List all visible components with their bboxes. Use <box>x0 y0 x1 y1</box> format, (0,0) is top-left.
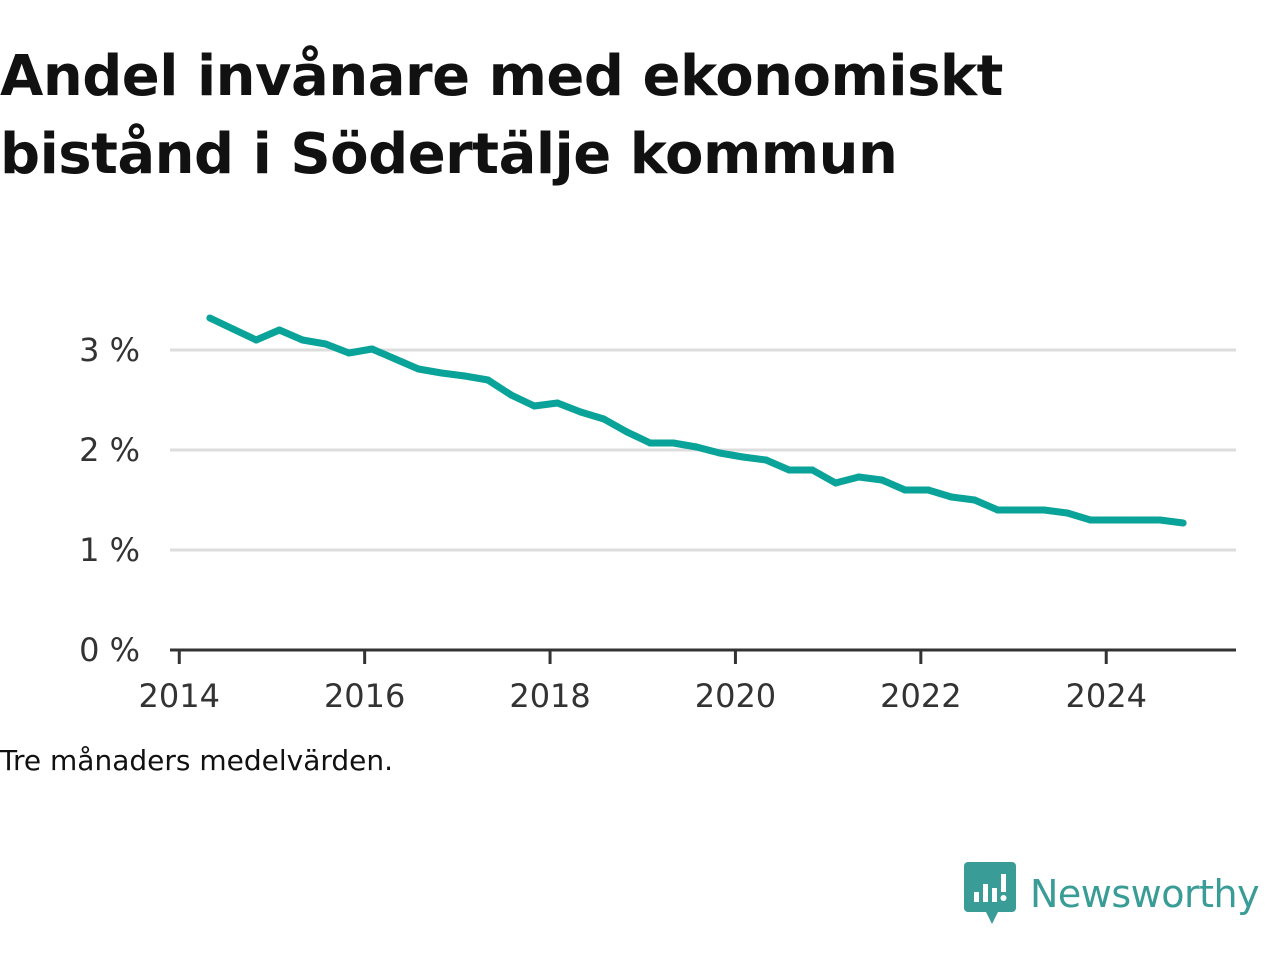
data-point <box>507 391 515 399</box>
x-tick-label: 2018 <box>509 677 590 715</box>
chart-note: Tre månaders medelvärden. <box>0 744 394 777</box>
data-point <box>646 439 654 447</box>
data-point <box>438 369 446 377</box>
data-point <box>206 314 214 322</box>
data-point <box>1133 516 1141 524</box>
data-point <box>1179 519 1187 527</box>
data-point <box>461 372 469 380</box>
x-axis-ticks: 2014 2016 2018 2020 2022 2024 <box>139 650 1147 715</box>
data-point <box>322 340 330 348</box>
data-point <box>855 473 863 481</box>
data-point <box>345 349 353 357</box>
newsworthy-brand: Newsworthy <box>964 862 1260 926</box>
data-point <box>924 486 932 494</box>
data-point <box>484 376 492 384</box>
data-point <box>252 336 260 344</box>
data-point <box>971 496 979 504</box>
data-point <box>530 402 538 410</box>
data-point <box>716 449 724 457</box>
x-tick-label: 2014 <box>139 677 220 715</box>
data-point <box>901 486 909 494</box>
data-point <box>808 466 816 474</box>
data-point <box>577 408 585 416</box>
data-point <box>553 399 561 407</box>
data-point <box>994 506 1002 514</box>
data-point <box>832 479 840 487</box>
data-point <box>600 415 608 423</box>
y-tick-label: 1 % <box>79 531 140 569</box>
data-point <box>1063 509 1071 517</box>
data-point <box>414 365 422 373</box>
data-point <box>762 456 770 464</box>
x-tick-label: 2024 <box>1066 677 1147 715</box>
x-tick-label: 2020 <box>695 677 776 715</box>
data-point <box>275 326 283 334</box>
data-point <box>693 443 701 451</box>
data-point <box>368 345 376 353</box>
data-point <box>391 355 399 363</box>
newsworthy-logo-icon <box>964 862 1016 924</box>
data-point <box>1040 506 1048 514</box>
data-point <box>1017 506 1025 514</box>
brand-name: Newsworthy <box>1030 872 1260 916</box>
chart-title: Andel invånare med ekonomiskt bistånd i … <box>0 44 1003 187</box>
y-tick-label: 2 % <box>79 431 140 469</box>
x-tick-label: 2016 <box>324 677 405 715</box>
data-point <box>623 428 631 436</box>
x-tick-label: 2022 <box>880 677 961 715</box>
data-point <box>1156 516 1164 524</box>
data-points <box>206 314 1187 527</box>
data-point <box>299 336 307 344</box>
data-point <box>739 453 747 461</box>
data-point <box>878 476 886 484</box>
data-point <box>785 466 793 474</box>
data-point <box>229 325 237 333</box>
data-point <box>1110 516 1118 524</box>
y-tick-label: 3 % <box>79 331 140 369</box>
data-point <box>947 493 955 501</box>
y-tick-label: 0 % <box>79 631 140 669</box>
data-point <box>669 439 677 447</box>
data-point <box>1086 516 1094 524</box>
y-axis-ticks: 0 % 1 % 2 % 3 % <box>79 331 140 669</box>
